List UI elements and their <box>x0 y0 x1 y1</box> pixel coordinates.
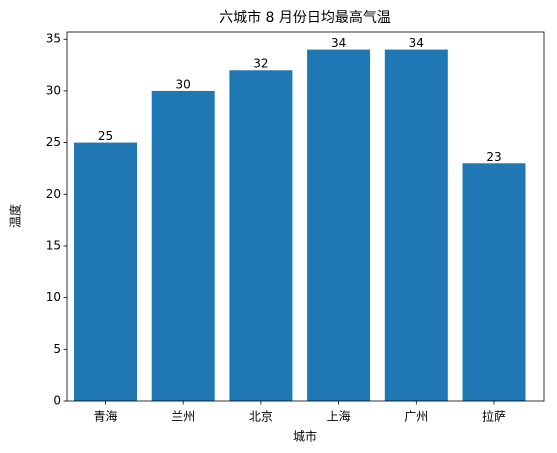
x-tick-label: 北京 <box>249 410 273 424</box>
bar <box>229 70 293 401</box>
data-label: 23 <box>486 150 501 164</box>
axes-frame <box>66 31 545 402</box>
y-tick-label: 30 <box>46 83 61 97</box>
y-tick-label: 25 <box>46 135 61 149</box>
x-axis-label: 城市 <box>293 429 317 444</box>
y-tick-label: 0 <box>53 394 61 408</box>
x-tick-label: 广州 <box>404 410 428 424</box>
data-label: 25 <box>98 129 113 143</box>
bar <box>462 163 526 401</box>
bar <box>74 142 137 402</box>
data-label: 34 <box>331 36 346 50</box>
chart-title: 六城市 8 月份日均最高气温 <box>219 9 391 26</box>
data-label: 30 <box>176 77 191 91</box>
y-tick-label: 35 <box>46 32 61 46</box>
y-tick-label: 10 <box>46 290 61 304</box>
x-tick-label: 青海 <box>93 409 117 424</box>
x-tick-label: 兰州 <box>171 410 195 424</box>
y-tick-label: 5 <box>53 342 61 356</box>
y-axis-label: 温度 <box>8 204 23 228</box>
y-tick-label: 20 <box>46 187 61 201</box>
x-tick-label: 拉萨 <box>482 409 506 424</box>
y-tick-label: 15 <box>46 238 61 252</box>
x-tick-label: 上海 <box>327 409 351 424</box>
bar <box>384 49 448 401</box>
bar <box>151 90 215 402</box>
plot-area <box>74 49 526 402</box>
data-label: 32 <box>253 57 268 71</box>
bar <box>307 49 371 401</box>
data-label: 34 <box>409 36 424 50</box>
